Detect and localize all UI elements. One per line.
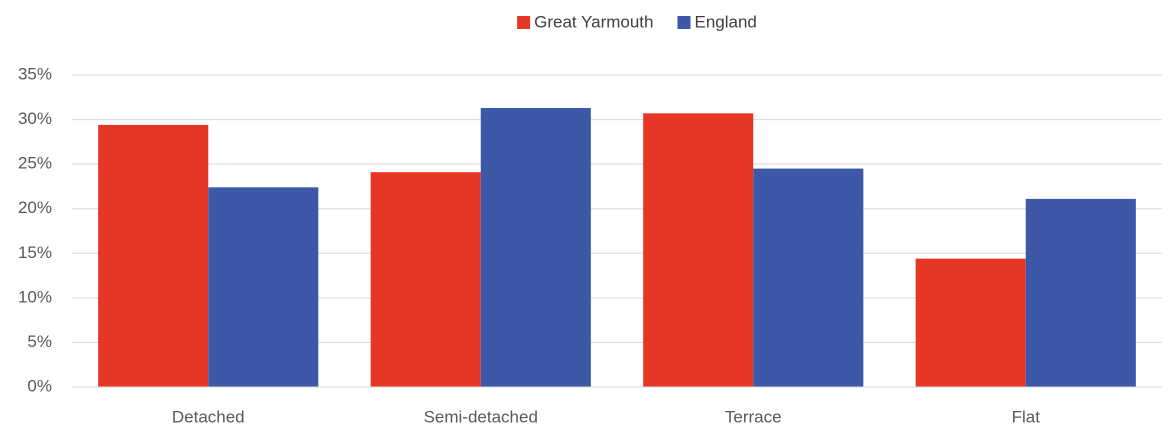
legend-swatch xyxy=(677,16,691,29)
bar xyxy=(643,113,754,388)
y-tick-label: 10% xyxy=(18,287,52,306)
bar xyxy=(753,168,864,387)
x-tick-label: Detached xyxy=(172,407,245,426)
legend: Great Yarmouth England xyxy=(517,12,757,31)
x-tick-label: Flat xyxy=(1012,407,1041,426)
y-tick-label: 15% xyxy=(18,243,52,262)
legend-swatch xyxy=(517,16,531,29)
x-tick-label: Semi-detached xyxy=(424,407,538,426)
bar xyxy=(208,187,319,387)
y-tick-label: 25% xyxy=(18,154,52,173)
bar xyxy=(1025,198,1136,387)
y-tick-label: 35% xyxy=(18,64,52,83)
bar xyxy=(98,124,209,388)
y-tick-label: 0% xyxy=(27,376,52,395)
legend-label: Great Yarmouth xyxy=(534,12,653,31)
bar xyxy=(370,172,481,387)
legend-label: England xyxy=(694,12,756,31)
y-tick-label: 5% xyxy=(27,332,52,351)
bar xyxy=(915,258,1026,387)
bar xyxy=(480,107,591,388)
y-tick-label: 30% xyxy=(18,109,52,128)
y-tick-label: 20% xyxy=(18,198,52,217)
x-tick-label: Terrace xyxy=(725,407,782,426)
